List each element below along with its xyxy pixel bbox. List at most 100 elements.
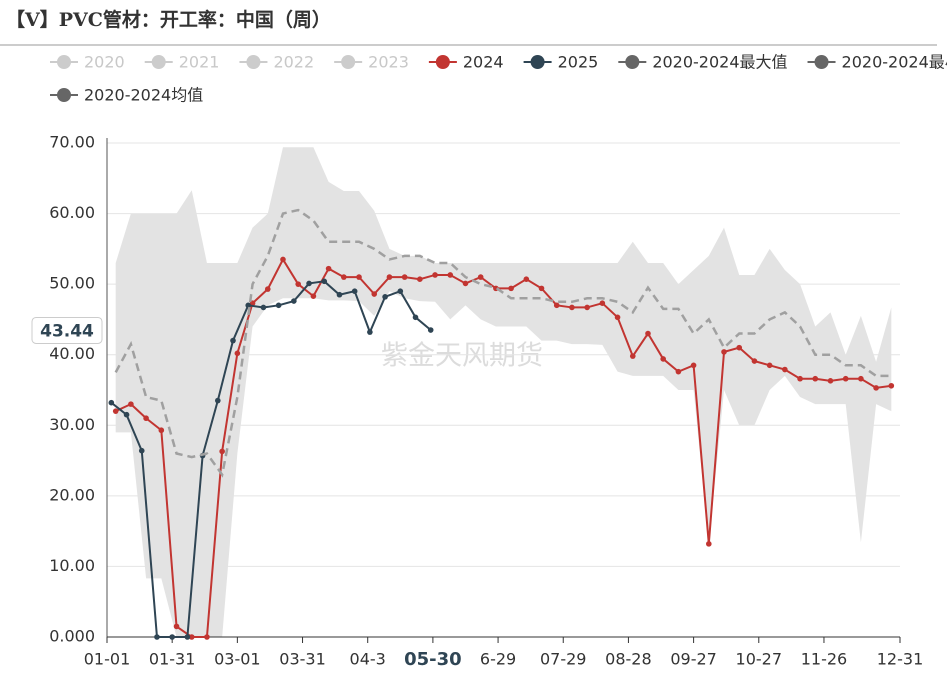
series-point [477, 274, 484, 280]
series-point [599, 300, 606, 306]
y-tick-label: 50.00 [49, 274, 95, 293]
series-point [371, 291, 378, 297]
legend-marker [246, 55, 261, 69]
legend-marker [625, 55, 640, 69]
series-point [143, 415, 149, 422]
series-point [447, 272, 454, 278]
legend-label: 2025 [558, 53, 599, 72]
series-point [888, 382, 895, 389]
series-point [108, 399, 115, 406]
legend-item: 2024 [428, 53, 504, 72]
series-point [538, 285, 545, 292]
series-point [797, 375, 803, 382]
series-point [306, 280, 312, 287]
series-point [401, 274, 408, 280]
legend-item: 2022 [239, 53, 314, 72]
x-tick-label: 08-28 [605, 650, 652, 669]
chart-title: 【V】PVC管材：开工率：中国（周） [6, 8, 331, 31]
series-point [706, 541, 712, 547]
legend-item: 2025 [523, 53, 599, 72]
legend-item: 2023 [334, 53, 409, 72]
legend-marker [57, 55, 71, 69]
legend-item: 2020 [50, 53, 125, 72]
y-tick-label: 70.00 [49, 133, 95, 152]
series-point [154, 634, 160, 640]
series-point [356, 274, 362, 280]
legend-label: 2020 [84, 53, 125, 72]
series-point [158, 427, 165, 434]
series-line [115, 257, 892, 638]
series-point [721, 349, 727, 355]
x-tick-label: 10-27 [736, 650, 783, 669]
series-point [873, 385, 879, 391]
series-point [367, 329, 373, 335]
series-point [291, 298, 297, 304]
legend-marker [57, 88, 71, 102]
legend-label: 2021 [179, 53, 220, 72]
y-tick-label: 60.00 [49, 203, 95, 222]
series-point [173, 623, 180, 630]
series-point [386, 274, 393, 280]
series-line [110, 280, 432, 638]
series-point [204, 634, 210, 640]
series-point [412, 314, 419, 321]
series-point [275, 302, 282, 309]
series-point [351, 288, 358, 295]
series-point [280, 256, 286, 263]
series-point [675, 368, 682, 375]
x-tick-label: 01-31 [149, 650, 196, 669]
series-point [219, 448, 225, 455]
series-point [260, 304, 267, 311]
y-tick-label: 0.000 [49, 627, 95, 646]
series-point [230, 337, 236, 344]
series-line [114, 208, 892, 478]
series-point [112, 408, 119, 414]
series-point [812, 375, 819, 382]
series-point [766, 362, 773, 369]
series-point [123, 411, 130, 418]
series-point [295, 281, 301, 287]
x-tick-label: 01-01 [84, 650, 131, 669]
legend-label: 2020-2024均值 [84, 86, 203, 105]
series-point [827, 378, 834, 384]
axis-pointer-box [31, 316, 103, 344]
series-point [336, 291, 343, 298]
series-point [553, 302, 560, 309]
legend-item: 2021 [144, 53, 220, 72]
x-tick-label: 6-29 [480, 650, 516, 669]
series-point [645, 330, 651, 337]
series-point [751, 358, 758, 364]
range-band [115, 147, 892, 637]
series-point [382, 294, 388, 300]
legend-marker [341, 55, 356, 69]
series-point [523, 276, 530, 283]
x-tick-label: 05-30 [404, 649, 462, 670]
series-point [629, 353, 636, 359]
series-point [310, 293, 317, 299]
series-point [184, 634, 191, 640]
y-tick-label: 30.00 [49, 415, 95, 434]
series-point [432, 272, 438, 278]
series-point [736, 344, 743, 351]
legend-marker [814, 55, 829, 69]
series-point [858, 375, 864, 382]
x-tick-label: 07-29 [540, 650, 587, 669]
legend-marker [435, 55, 450, 69]
series-point [690, 362, 697, 369]
series-point [584, 304, 590, 311]
legend-label: 2024 [463, 53, 504, 72]
series-point [614, 314, 621, 321]
series-point [341, 274, 347, 280]
series-point [264, 286, 271, 292]
series-point [128, 401, 134, 407]
legend-label: 2020-2024最小值 [842, 53, 947, 72]
series-point [569, 304, 575, 311]
x-tick-label: 03-31 [279, 650, 326, 669]
series-point [245, 302, 252, 309]
y-tick-label: 20.00 [49, 485, 95, 504]
x-tick-label: 09-27 [670, 650, 717, 669]
series-point [397, 288, 404, 295]
series-point [169, 634, 175, 640]
series-point [427, 327, 434, 333]
series-point [417, 276, 423, 283]
